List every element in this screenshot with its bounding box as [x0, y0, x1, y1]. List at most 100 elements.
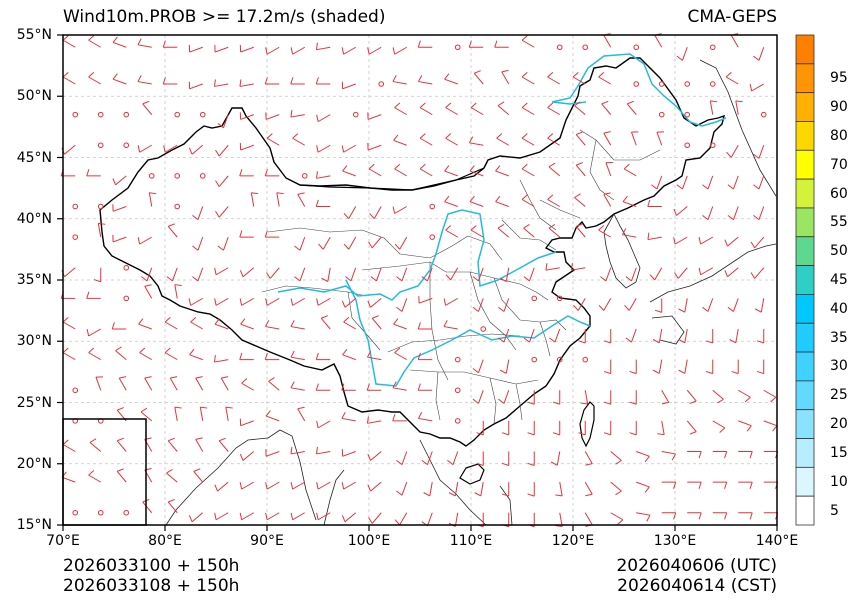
- colorbar-label: 80: [830, 127, 848, 144]
- wind-barb: [343, 316, 356, 330]
- wind-barb: [661, 451, 676, 461]
- wind-barb: [753, 145, 765, 159]
- wind-barb: [188, 512, 204, 523]
- japan-coast: [649, 59, 777, 345]
- wind-barb: [217, 114, 229, 129]
- wind-barb: [239, 512, 254, 521]
- wind-barb: [603, 131, 612, 146]
- wind-barb: [225, 406, 233, 421]
- wind-barb: [421, 512, 433, 527]
- wind-barb: [239, 112, 254, 120]
- wind-barb: [570, 263, 586, 271]
- wind-barb: [290, 512, 305, 521]
- wind-barb: [316, 512, 331, 521]
- wind-barb: [497, 101, 510, 116]
- calm-circle: [72, 387, 79, 394]
- wind-barb: [239, 481, 254, 490]
- colorbar-segment: [795, 322, 815, 353]
- calm-circle: [454, 356, 461, 363]
- india-coast: [165, 429, 345, 526]
- calm-circle: [72, 203, 79, 210]
- wind-barb: [469, 195, 484, 207]
- wind-barb: [137, 75, 152, 85]
- wind-barb: [469, 165, 484, 177]
- wind-barb: [341, 412, 356, 422]
- wind-barb: [523, 223, 535, 238]
- wind-barb: [396, 481, 408, 496]
- wind-barb: [290, 320, 305, 330]
- wind-barb: [753, 175, 765, 190]
- wind-barb: [598, 71, 611, 85]
- wind-barb: [750, 267, 765, 279]
- wind-barb: [636, 481, 650, 493]
- wind-barb: [214, 267, 229, 276]
- wind-barb: [290, 381, 305, 391]
- wind-barb: [572, 71, 586, 85]
- wind-barb: [636, 512, 651, 522]
- wind-barb: [214, 512, 229, 521]
- wind-barb: [521, 133, 535, 146]
- wind-barb: [214, 481, 229, 492]
- wind-barb: [494, 40, 509, 48]
- calm-circle: [709, 142, 716, 149]
- wind-barb: [392, 414, 407, 422]
- wind-barb: [163, 144, 178, 153]
- calm-circle: [658, 81, 665, 87]
- colorbar-label: 60: [830, 185, 848, 202]
- wind-barb: [188, 144, 204, 155]
- wind-barb: [316, 114, 331, 123]
- wind-barb: [738, 512, 753, 520]
- wind-barb: [678, 328, 688, 344]
- wind-barb: [629, 420, 637, 436]
- wind-barb: [342, 165, 356, 177]
- colorbar-segment: [795, 409, 815, 439]
- wind-barb: [754, 298, 765, 313]
- colorbar-segment: [795, 294, 815, 324]
- wind-barb: [341, 297, 357, 308]
- wind-barb: [444, 195, 458, 207]
- wind-barb: [673, 236, 688, 245]
- wind-barb: [418, 296, 433, 304]
- wind-barb: [738, 451, 753, 459]
- colorbar-segment: [795, 207, 815, 238]
- calm-circle: [378, 81, 385, 87]
- wind-barb: [396, 267, 408, 282]
- wind-barb: [497, 223, 510, 238]
- calm-circle: [301, 173, 308, 179]
- wind-barb: [603, 192, 612, 207]
- wind-barb: [215, 144, 229, 157]
- lon-label: 90°E: [250, 533, 284, 549]
- wind-barb: [394, 236, 408, 250]
- calm-circle: [97, 203, 104, 210]
- wind-barb: [214, 297, 229, 306]
- colorbar-label: 35: [830, 329, 848, 346]
- wind-barb: [367, 481, 382, 492]
- wind-barb: [265, 512, 280, 521]
- wind-barb: [501, 420, 510, 436]
- wind-barb: [469, 136, 484, 146]
- lon-label: 70°E: [46, 533, 80, 549]
- calm-circle: [174, 173, 181, 179]
- wind-barb: [712, 420, 726, 433]
- wind-barb: [193, 468, 204, 483]
- map-title: Wind10m.PROB >= 17.2m/s (shaded): [63, 7, 386, 27]
- wind-barb: [521, 163, 535, 177]
- wind-barb: [687, 512, 702, 520]
- calm-circle: [684, 111, 691, 118]
- mongolia-border: [299, 167, 485, 191]
- lat-label: 30°N: [16, 333, 52, 350]
- wind-barb: [88, 470, 101, 483]
- wind-barb: [239, 45, 254, 53]
- calm-circle: [582, 356, 589, 363]
- wind-barb: [678, 359, 688, 374]
- calm-circle: [429, 203, 436, 210]
- wind-barb: [649, 267, 663, 281]
- wind-barb: [239, 143, 254, 151]
- wind-barb: [112, 175, 127, 186]
- wind-barb: [651, 175, 663, 190]
- wind-barb: [112, 73, 127, 85]
- lon-label: 130°E: [653, 533, 697, 549]
- wind-barb: [444, 165, 458, 177]
- wind-barb: [687, 451, 702, 459]
- wind-barb: [316, 420, 331, 429]
